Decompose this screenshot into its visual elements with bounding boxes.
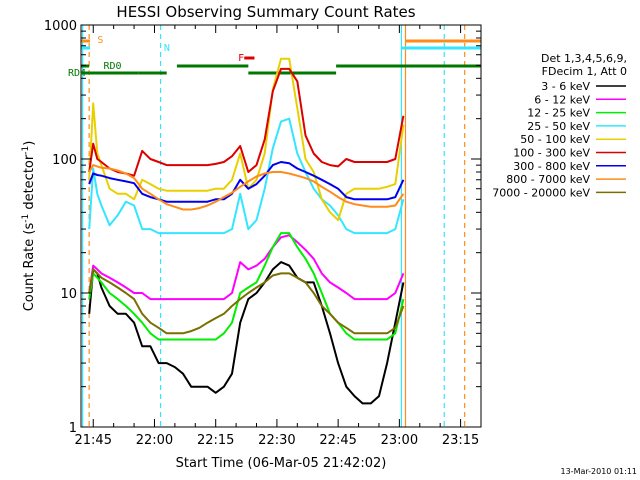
x-tick-label: 22:15 — [197, 433, 234, 448]
chart-title: HESSI Observing Summary Count Rates — [116, 3, 415, 21]
y-tick-label: 1 — [69, 421, 77, 436]
series-line-6-12-kev-kev — [88, 234, 405, 301]
y-tick-label: 10 — [60, 287, 77, 302]
legend-item-label: 6 - 12 keV — [534, 93, 590, 106]
x-tick-label: 23:15 — [442, 433, 479, 448]
flag-label-f: F — [238, 53, 244, 64]
x-tick-label: 22:00 — [136, 433, 173, 448]
series-line-300-800-kev-kev — [88, 161, 405, 203]
series-line-50-100-kev-kev — [88, 57, 405, 222]
legend: Det 1,3,4,5,6,9,FDecim 1, Att 0 3 - 6 keV… — [492, 52, 627, 199]
series-line-12-25-kev-kev — [88, 232, 405, 341]
y-axis-label: Count Rate (s-1 detector-1) — [21, 141, 37, 312]
series-line-100-300-kev-kev — [88, 67, 405, 177]
y-tick-label: 1000 — [44, 19, 77, 34]
legend-item-label: 3 - 6 keV — [541, 80, 590, 93]
legend-header-line: FDecim 1, Att 0 — [542, 65, 627, 78]
flag-label-rd0: RD0 — [103, 61, 121, 72]
x-axis-label: Start Time (06-Mar-05 21:42:02) — [176, 456, 387, 471]
legend-item-label: 300 - 800 keV — [513, 160, 590, 173]
legend-item-label: 12 - 25 keV — [527, 107, 590, 120]
footer-date: 13-Mar-2010 01:11 — [561, 467, 638, 476]
legend-item-label: 800 - 7000 keV — [506, 173, 590, 186]
series-line-3-6-kev-kev — [88, 261, 405, 405]
x-tick-label: 22:30 — [258, 433, 295, 448]
flag-label-rd4: RD4 — [68, 68, 86, 79]
series-line-25-50-kev-kev — [88, 117, 405, 235]
flag-label-s: S — [97, 35, 103, 46]
legend-item-label: 7000 - 20000 keV — [492, 186, 590, 199]
y-tick-label: 100 — [52, 153, 77, 168]
legend-item-label: 100 - 300 keV — [513, 147, 590, 160]
x-tick-label: 22:45 — [319, 433, 356, 448]
plot-frame — [80, 24, 482, 428]
flag-label-n: N — [164, 43, 170, 54]
series-line-800-7000-kev-kev — [88, 164, 405, 211]
legend-header-line: Det 1,3,4,5,6,9, — [541, 52, 627, 65]
x-tick-label: 21:45 — [75, 433, 112, 448]
x-tick-label: 23:00 — [381, 433, 418, 448]
legend-item-label: 50 - 100 keV — [520, 133, 590, 146]
series-line-7000-20000-kev-kev — [88, 268, 405, 335]
legend-item-label: 25 - 50 keV — [527, 120, 590, 133]
